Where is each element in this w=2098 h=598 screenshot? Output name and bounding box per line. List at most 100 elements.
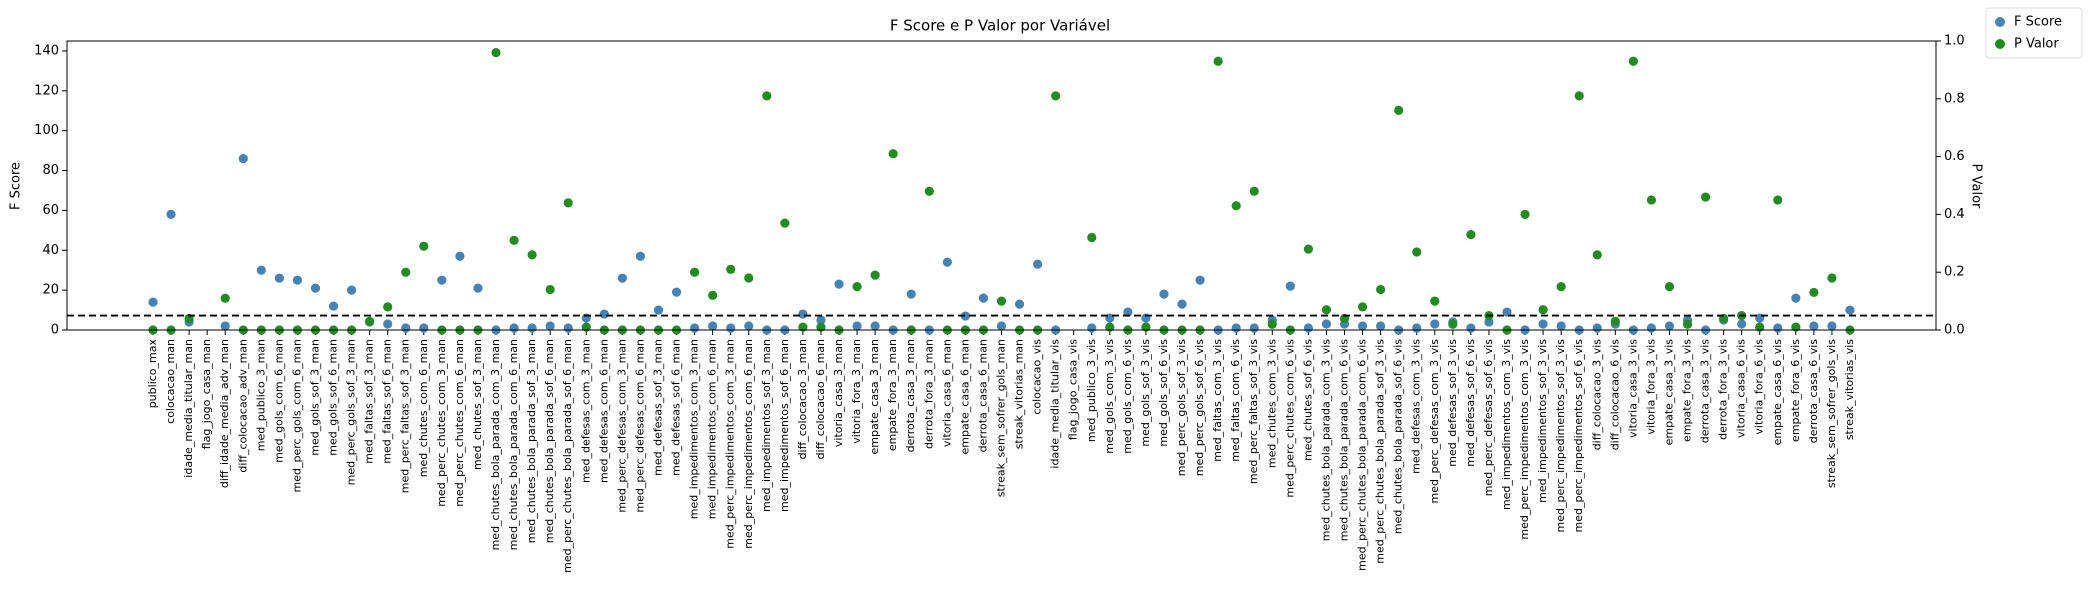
x-tick-label: flag_jogo_casa_vis: [1067, 339, 1080, 440]
point: [1249, 323, 1259, 333]
point: [419, 241, 429, 251]
point: [527, 323, 537, 333]
x-tick-label: diff_colocacao_6_vis: [1608, 339, 1621, 451]
x-tick-label: med_perc_defesas_sof_6_vis: [1482, 339, 1495, 497]
point: [1592, 250, 1602, 260]
point: [1827, 321, 1837, 331]
x-tick-label: med_chutes_sof_3_man: [471, 339, 484, 470]
x-tick-label: med_chutes_bola_parada_com_6_man: [507, 339, 520, 550]
point: [1105, 322, 1115, 332]
x-tick-label: streak_vitorias_man: [1013, 339, 1026, 449]
point: [1610, 316, 1620, 326]
x-tick-label: derrota_fora_3_man: [922, 339, 935, 449]
point: [220, 293, 230, 303]
x-tick-label: streak_sem_sofrer_gols_vis: [1825, 339, 1838, 488]
point: [996, 321, 1007, 331]
point: [924, 186, 934, 196]
x-tick-label: med_perc_chutes_bola_parada_sof_3_vis: [1374, 339, 1387, 564]
point: [491, 47, 501, 58]
point: [816, 322, 826, 332]
x-tick-label: vitoria_casa_6_vis: [1735, 339, 1748, 438]
x-tick-label: derrota_casa_3_man: [904, 339, 917, 452]
x-tick-label: derrota_casa_3_vis: [1699, 339, 1712, 443]
point: [1213, 56, 1223, 66]
point: [1376, 321, 1386, 331]
x-tick-label: streak_sem_sofrer_gols_man: [995, 339, 1008, 497]
point: [310, 283, 321, 293]
point: [1087, 232, 1097, 243]
point: [906, 289, 916, 299]
legend-label: F Score: [2014, 15, 2062, 30]
point: [1646, 195, 1657, 205]
point: [1628, 56, 1638, 66]
point: [599, 309, 609, 319]
x-tick-label: med_chutes_bola_parada_sof_6_man: [543, 339, 556, 543]
point: [545, 284, 555, 295]
point: [798, 309, 808, 319]
point: [1773, 323, 1783, 333]
legend-marker: [1995, 17, 2005, 27]
point: [635, 251, 646, 261]
point: [1845, 305, 1855, 315]
x-tick-label: med_impedimentos_sof_3_man: [760, 339, 773, 512]
point: [1357, 321, 1368, 331]
point: [346, 285, 357, 295]
point: [1556, 282, 1566, 292]
y2-tick-label: 0.4: [1944, 207, 1965, 222]
x-tick-label: med_defesas_com_3_vis: [1410, 339, 1423, 474]
y2-tick-label: 0.6: [1944, 149, 1965, 164]
point: [1051, 91, 1061, 101]
y-tick-label: 0: [51, 323, 59, 338]
x-tick-label: med_defesas_com_3_man: [579, 339, 592, 483]
point: [1430, 296, 1440, 306]
point: [563, 198, 573, 208]
x-tick-label: med_faltas_sof_6_man: [381, 339, 394, 464]
x-tick-label: med_defesas_sof_6_man: [670, 339, 683, 476]
legend-marker: [1995, 39, 2005, 49]
x-tick-label: med_gols_sof_3_man: [308, 339, 321, 456]
y2-tick-label: 0.0: [1944, 323, 1965, 338]
point: [509, 235, 519, 246]
y-tick-label: 80: [42, 163, 59, 178]
point: [256, 265, 266, 275]
y2-tick-label: 0.2: [1944, 265, 1965, 280]
point: [1827, 273, 1837, 283]
y-tick-label: 120: [34, 83, 59, 98]
x-tick-label: med_impedimentos_com_6_man: [706, 339, 719, 519]
point: [1556, 321, 1566, 331]
point: [328, 301, 339, 311]
x-tick-label: vitoria_casa_3_man: [832, 339, 845, 447]
y2-axis-label: P Valor: [1969, 164, 1984, 209]
x-tick-label: med_gols_sof_6_man: [327, 339, 340, 456]
x-tick-label: med_chutes_sof_6_vis: [1301, 339, 1314, 461]
x-tick-label: med_perc_chutes_bola_parada_com_6_vis: [1356, 339, 1369, 571]
x-tick-label: med_defesas_sof_3_man: [651, 339, 664, 476]
point: [292, 275, 303, 285]
point: [473, 283, 483, 293]
point: [1646, 323, 1657, 333]
x-tick-label: med_perc_defesas_com_3_vis: [1428, 339, 1441, 504]
point: [1412, 323, 1422, 333]
x-tick-label: med_perc_chutes_com_6_vis: [1283, 339, 1296, 498]
point: [1520, 209, 1530, 219]
point: [527, 250, 537, 260]
x-tick-label: vitoria_casa_3_vis: [1626, 339, 1639, 438]
x-tick-label: med_perc_chutes_com_6_man: [453, 339, 466, 507]
y-axis-label: F Score: [9, 162, 24, 210]
point: [870, 321, 880, 331]
x-tick-label: med_chutes_bola_parada_sof_3_man: [525, 339, 538, 543]
point: [437, 275, 447, 285]
point: [708, 321, 718, 331]
x-tick-label: diff_idade_media_adv_man: [218, 339, 231, 488]
point: [581, 322, 591, 332]
x-tick-label: med_chutes_bola_parada_com_3_vis: [1319, 339, 1332, 542]
point: [383, 302, 393, 312]
point: [744, 321, 754, 331]
point: [689, 323, 700, 333]
x-tick-label: med_perc_defesas_com_6_man: [633, 339, 646, 513]
x-tick-label: vitoria_fora_3_vis: [1644, 339, 1657, 435]
x-tick-label: med_defesas_sof_6_vis: [1464, 339, 1477, 467]
point: [1664, 321, 1675, 331]
x-tick-label: med_perc_gols_com_6_man: [290, 339, 303, 492]
x-tick-label: med_perc_chutes_bola_parada_sof_6_man: [561, 339, 574, 573]
